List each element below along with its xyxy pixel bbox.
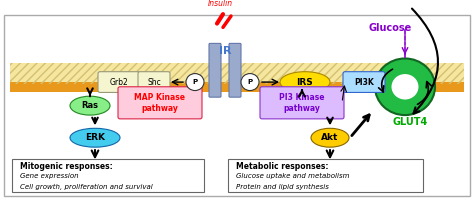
Text: Mitogenic responses:: Mitogenic responses: (20, 162, 113, 171)
Text: Cell growth, proliferation and survival: Cell growth, proliferation and survival (20, 184, 153, 190)
Circle shape (392, 74, 419, 100)
Text: P: P (192, 79, 198, 85)
Bar (10, 63, 464, 84)
Text: Akt: Akt (321, 133, 339, 142)
Bar (10, 63, 464, 73)
Ellipse shape (280, 72, 330, 92)
Text: Protein and lipid synthesis: Protein and lipid synthesis (236, 184, 329, 190)
Text: ERK: ERK (85, 133, 105, 142)
Bar (10, 82, 464, 92)
Ellipse shape (70, 96, 110, 115)
Text: Shc: Shc (147, 78, 161, 87)
Circle shape (186, 74, 204, 91)
Text: Metabolic responses:: Metabolic responses: (236, 162, 328, 171)
Text: P: P (247, 79, 253, 85)
Text: Glucose uptake and metabolism: Glucose uptake and metabolism (236, 173, 349, 179)
Ellipse shape (311, 128, 349, 147)
Circle shape (241, 74, 259, 91)
Text: PI3K: PI3K (354, 78, 374, 87)
Text: Ras: Ras (82, 101, 99, 110)
FancyBboxPatch shape (228, 159, 423, 192)
FancyBboxPatch shape (12, 159, 204, 192)
FancyBboxPatch shape (343, 72, 385, 92)
Text: GLUT4: GLUT4 (392, 117, 428, 127)
Circle shape (375, 58, 435, 115)
Text: IR: IR (219, 46, 231, 56)
FancyBboxPatch shape (4, 15, 470, 196)
Bar (10, 63, 464, 84)
FancyBboxPatch shape (138, 72, 170, 92)
FancyBboxPatch shape (229, 43, 241, 97)
Text: Insulin: Insulin (208, 0, 233, 8)
Text: Glucose: Glucose (368, 23, 411, 33)
Text: IRS: IRS (297, 78, 313, 87)
Text: MAP Kinase
pathway: MAP Kinase pathway (135, 93, 185, 113)
FancyBboxPatch shape (260, 87, 344, 119)
FancyBboxPatch shape (98, 72, 140, 92)
Ellipse shape (70, 128, 120, 147)
Text: Gene expression: Gene expression (20, 173, 79, 179)
FancyBboxPatch shape (209, 43, 221, 97)
Text: Grb2: Grb2 (109, 78, 128, 87)
FancyBboxPatch shape (118, 87, 202, 119)
Text: PI3 Kinase
pathway: PI3 Kinase pathway (279, 93, 325, 113)
